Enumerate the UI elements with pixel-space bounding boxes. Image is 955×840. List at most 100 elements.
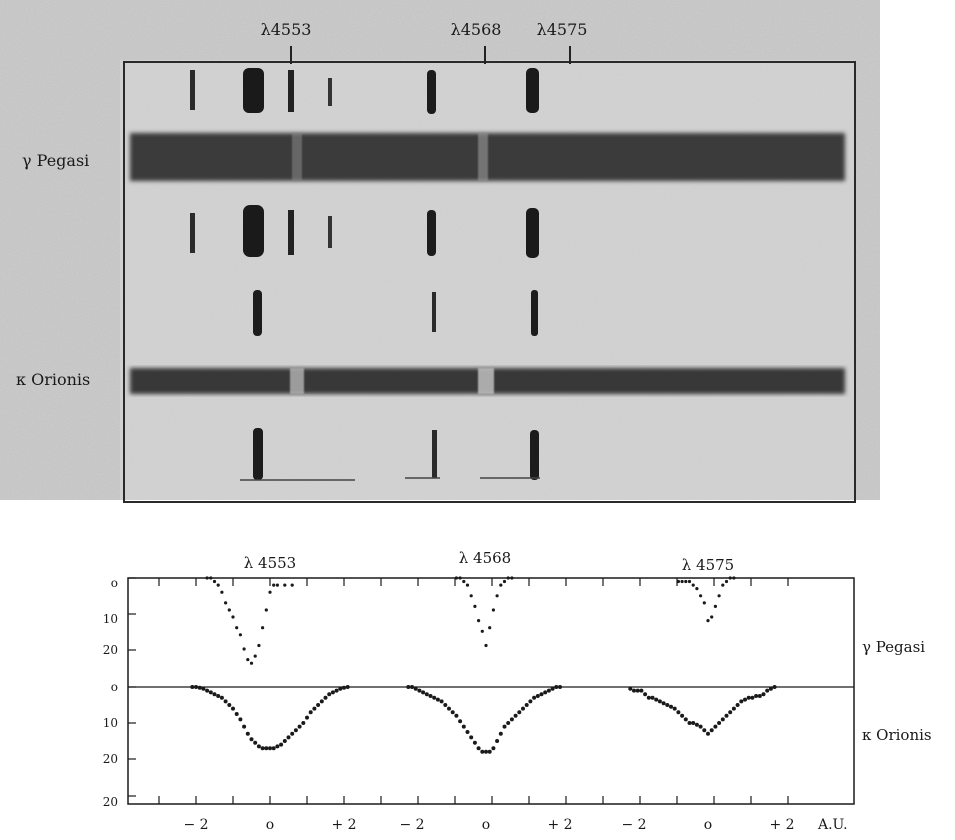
data-point [484,749,488,754]
data-point [231,615,235,619]
data-point [458,719,463,724]
data-point [268,590,272,594]
comparison-line [526,208,539,258]
data-point [242,647,246,651]
data-point [669,704,673,709]
data-point [223,699,228,704]
data-point [476,746,481,751]
data-point [657,699,662,704]
data-point [628,686,633,691]
data-point [680,713,685,718]
x-tick-label: + 2 [769,817,794,833]
data-point [691,583,695,587]
data-point [205,576,209,580]
data-point [728,710,733,715]
gamma-pegasi-gap-4553 [292,133,302,181]
data-point [253,654,257,658]
data-point [732,576,736,580]
data-point [469,735,474,740]
data-point [424,692,429,697]
data-point [201,686,206,691]
data-point [283,583,287,587]
y-tick-label: 10 [103,612,118,626]
data-point [212,692,217,697]
data-point [717,594,721,598]
data-point [410,685,414,689]
data-point [498,731,503,736]
data-point [212,579,217,584]
data-point [706,619,710,623]
data-point [702,728,707,733]
data-point [305,715,309,720]
data-point [654,697,659,702]
data-point [684,579,688,584]
x-tick-label: − 2 [621,817,646,833]
data-point [713,604,718,609]
x-tick-label: − 2 [183,817,208,833]
data-point [724,713,729,718]
data-point [554,685,559,689]
comparison-line [243,68,264,113]
data-point [264,746,269,751]
data-point [286,735,291,740]
data-point [260,746,265,751]
data-point [694,722,699,727]
data-point [432,695,437,700]
data-point [293,728,298,733]
data-point [665,703,670,707]
data-point [454,713,459,718]
data-point [454,576,458,580]
y-tick-label: 20 [103,795,118,809]
x-tick-label: o [482,817,490,833]
data-point [190,685,195,689]
data-point [461,724,466,729]
data-point [757,694,762,698]
data-point [746,695,751,700]
data-point [680,579,684,584]
data-point [246,658,250,662]
data-point [253,740,258,745]
data-point [477,619,481,623]
data-point [316,703,321,707]
data-point [502,724,507,729]
data-point [632,688,636,693]
data-point [506,576,510,580]
data-point [532,695,537,700]
data-point [735,703,740,707]
data-point [421,690,426,695]
data-point [517,710,522,715]
data-point [709,728,714,733]
data-point [720,717,725,722]
photo-star-label-gamma-pegasi: γ Pegasi [22,151,89,170]
data-point [739,699,744,704]
data-point [279,742,284,747]
row-label-kappa-orionis: κ Orionis [862,726,932,744]
data-point [750,695,755,700]
data-point [205,688,210,693]
data-point [319,699,324,704]
data-point [488,626,492,630]
kappa-orionis-gap-4568 [478,368,494,394]
plate-frame [123,61,856,503]
data-point [439,699,444,704]
x-tick-label: − 2 [399,817,424,833]
data-point [676,710,681,715]
y-tick-label: 20 [103,752,118,766]
data-point [227,703,232,707]
comparison-line [190,213,195,253]
data-point [772,685,777,689]
data-point [635,688,640,693]
column-label-4568: λ 4568 [459,549,511,567]
data-point [282,739,287,743]
plot-frame [127,577,855,805]
comparison-line [190,70,195,110]
data-point [721,583,725,587]
x-tick-label: o [704,817,712,833]
data-point [509,717,514,722]
data-point [216,694,221,698]
data-point [323,695,328,700]
comparison-line [253,428,263,480]
data-point [227,608,231,612]
spectrogram-photo: λ4553 λ4568 λ4575 γ Pegasi κ Orionis [0,0,880,503]
